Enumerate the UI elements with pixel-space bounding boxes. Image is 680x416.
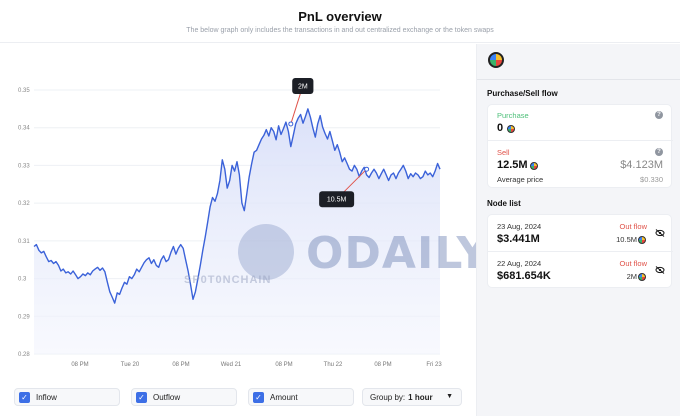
outflow-toggle[interactable]: ✓ Outflow <box>131 388 237 406</box>
node-usd: $3.441M <box>497 233 540 245</box>
y-tick-label: 0.34 <box>18 126 30 132</box>
eye-off-icon[interactable] <box>655 266 665 274</box>
node-item[interactable]: 22 Aug, 2024 Out flow $681.654K 2M <box>488 252 673 288</box>
side-panel: Purchase/Sell flow Purchase ? 0 Sell ? 1… <box>476 44 680 416</box>
node-list-title: Node list <box>487 199 521 208</box>
question-icon[interactable]: ? <box>655 148 663 156</box>
node-direction: Out flow <box>619 259 647 268</box>
y-tick-label: 0.35 <box>18 88 30 94</box>
y-tick-label: 0.33 <box>18 163 30 169</box>
node-usd: $681.654K <box>497 270 551 282</box>
token-mini-icon <box>530 162 538 170</box>
node-date: 22 Aug, 2024 <box>497 259 542 268</box>
purchase-label: Purchase <box>497 111 529 120</box>
annotation-badge <box>319 191 355 208</box>
question-icon[interactable]: ? <box>655 111 663 119</box>
y-tick-label: 0.29 <box>18 314 30 320</box>
amount-label: Amount <box>270 392 298 402</box>
inflow-toggle[interactable]: ✓ Inflow <box>14 388 120 406</box>
x-tick-label: Fri 23 <box>426 362 442 368</box>
sell-usd: $4.123M <box>620 159 663 171</box>
y-tick-label: 0.31 <box>18 239 30 245</box>
x-tick-label: Tue 20 <box>121 362 140 368</box>
outflow-label: Outflow <box>153 392 181 402</box>
flow-title: Purchase/Sell flow <box>487 89 558 98</box>
token-logo-icon <box>488 52 504 68</box>
node-direction: Out flow <box>619 222 647 231</box>
checkbox-check-icon: ✓ <box>136 391 147 403</box>
amount-toggle[interactable]: ✓ Amount <box>248 388 354 406</box>
page-subtitle: The below graph only includes the transa… <box>186 27 494 34</box>
groupby-value: 1 hour <box>408 392 433 402</box>
annotation-label: 10.5M <box>327 197 347 204</box>
card-divider <box>488 251 673 252</box>
y-tick-label: 0.32 <box>18 201 30 207</box>
page-header: PnL overview The below graph only includ… <box>0 0 680 43</box>
page-title: PnL overview <box>298 9 382 24</box>
pnl-chart: 0.35 0.34 0.33 0.32 0.31 0.3 0.29 0.28 08 PM Tue… <box>0 44 488 372</box>
sell-label: Sell <box>497 148 510 157</box>
node-date: 23 Aug, 2024 <box>497 222 542 231</box>
node-amount: 10.5M <box>616 235 637 244</box>
node-item[interactable]: 23 Aug, 2024 Out flow $3.441M 10.5M <box>488 215 673 251</box>
chart-svg: 0.35 0.34 0.33 0.32 0.31 0.3 0.29 0.28 08 PM Tue… <box>18 77 442 368</box>
side-divider <box>477 79 680 80</box>
checkbox-check-icon: ✓ <box>19 391 30 403</box>
x-tick-label: 08 PM <box>172 362 189 368</box>
token-mini-icon <box>638 273 646 281</box>
annotation-label: 2M <box>298 83 308 90</box>
avg-price-value: $0.330 <box>640 175 663 184</box>
x-tick-label: Thu 22 <box>324 362 343 368</box>
node-list-card: 23 Aug, 2024 Out flow $3.441M 10.5M 22 A… <box>487 214 673 288</box>
purchase-value: 0 <box>497 122 504 134</box>
token-mini-icon <box>507 125 515 133</box>
inflow-label: Inflow <box>36 392 57 402</box>
y-tick-label: 0.3 <box>18 277 27 283</box>
caret-down-icon: ▼ <box>446 393 453 400</box>
x-tick-label: Wed 21 <box>221 362 242 368</box>
sell-value: 12.5M <box>497 159 528 171</box>
annotation-point[interactable] <box>288 121 294 127</box>
annotation-point[interactable] <box>364 166 370 172</box>
series-line <box>33 108 441 304</box>
checkbox-check-icon: ✓ <box>253 391 264 403</box>
groupby-select[interactable]: Group by: 1 hour ▼ <box>362 388 462 406</box>
annotation-badge <box>292 77 314 94</box>
avg-price-label: Average price <box>497 175 544 184</box>
node-amount: 2M <box>626 272 637 281</box>
y-tick-label: 0.28 <box>18 352 30 358</box>
chart-controls: ✓ Inflow ✓ Outflow ✓ Amount Group by: 1 … <box>0 372 475 416</box>
card-divider <box>488 140 673 141</box>
x-tick-label: 08 PM <box>374 362 391 368</box>
x-tick-label: 08 PM <box>71 362 88 368</box>
token-mini-icon <box>638 236 646 244</box>
eye-off-icon[interactable] <box>655 229 665 237</box>
flow-card: Purchase ? 0 Sell ? 12.5M $4.123M Averag… <box>487 104 673 188</box>
groupby-label: Group by: <box>370 392 406 402</box>
x-tick-label: 08 PM <box>275 362 292 368</box>
series-area <box>34 108 440 355</box>
